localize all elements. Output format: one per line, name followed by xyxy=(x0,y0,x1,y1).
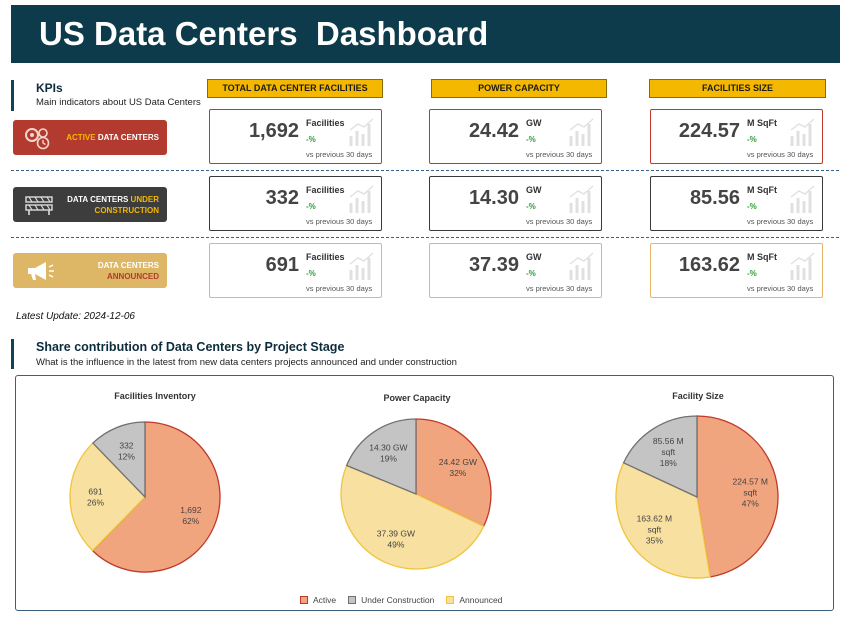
kpi-comparison: vs previous 30 days xyxy=(526,150,593,159)
kpi-card-size: 85.56 M SqFt -% vs previous 30 days xyxy=(650,176,823,231)
kpi-unit: GW xyxy=(526,185,542,195)
badge-active-highlight: ACTIVE xyxy=(66,133,96,142)
kpi-card-size: 163.62 M SqFt -% vs previous 30 days xyxy=(650,243,823,298)
section-accent-bar xyxy=(11,80,14,111)
trend-icon xyxy=(349,118,374,146)
badge-under-line2: CONSTRUCTION xyxy=(94,206,159,215)
kpi-card-power: 14.30 GW -% vs previous 30 days xyxy=(429,176,602,231)
badge-active-rest: DATA CENTERS xyxy=(95,133,159,142)
kpi-value: 332 xyxy=(265,187,299,209)
megaphone-icon xyxy=(28,262,54,280)
kpi-value: 163.62 xyxy=(678,254,740,276)
row-separator xyxy=(11,237,839,238)
trend-icon xyxy=(790,118,815,146)
legend-swatch xyxy=(300,596,308,604)
kpi-value: 1,692 xyxy=(248,120,299,142)
kpi-change: -% xyxy=(306,269,316,278)
trend-icon xyxy=(790,252,815,280)
kpi-change: -% xyxy=(747,135,757,144)
kpi-unit: M SqFt xyxy=(747,185,777,195)
legend-label: Announced xyxy=(459,595,503,605)
kpi-comparison: vs previous 30 days xyxy=(526,217,593,226)
badge-announced-line2: ANNOUNCED xyxy=(107,272,159,281)
kpi-unit: Facilities xyxy=(306,185,345,195)
kpi-unit: Facilities xyxy=(306,252,345,262)
kpi-change: -% xyxy=(306,135,316,144)
kpi-change: -% xyxy=(526,135,536,144)
kpi-card-facilities: 1,692 Facilities -% vs previous 30 days xyxy=(209,109,382,164)
chart-title-size: Facility Size xyxy=(672,391,724,401)
trend-icon xyxy=(349,252,374,280)
kpi-change: -% xyxy=(526,269,536,278)
row-separator xyxy=(11,170,839,171)
kpi-card-size: 224.57 M SqFt -% vs previous 30 days xyxy=(650,109,823,164)
kpi-card-power: 24.42 GW -% vs previous 30 days xyxy=(429,109,602,164)
badge-announced-label: DATA CENTERS ANNOUNCED xyxy=(59,260,159,282)
kpi-unit: Facilities xyxy=(306,118,345,128)
trend-icon xyxy=(569,185,594,213)
badge-under-line1: DATA CENTERS xyxy=(67,195,131,204)
badge-announced-line1: DATA CENTERS xyxy=(97,261,159,270)
latest-update: Latest Update: 2024-12-06 xyxy=(16,311,135,322)
kpi-value: 37.39 xyxy=(468,254,519,276)
dashboard-header: US Data Centers Dashboard xyxy=(11,5,840,63)
kpi-change: -% xyxy=(306,202,316,211)
charts-panel xyxy=(15,375,834,611)
kpi-card-facilities: 332 Facilities -% vs previous 30 days xyxy=(209,176,382,231)
gears-clock-icon xyxy=(25,128,50,150)
kpi-comparison: vs previous 30 days xyxy=(747,284,814,293)
kpi-unit: M SqFt xyxy=(747,252,777,262)
legend-swatch xyxy=(446,596,455,604)
share-section-title: Share contribution of Data Centers by Pr… xyxy=(36,340,345,354)
share-section-subtitle: What is the influence in the latest from… xyxy=(36,357,457,368)
kpi-value: 224.57 xyxy=(678,120,740,142)
badge-active-label: ACTIVE DATA CENTERS xyxy=(59,132,159,143)
kpi-card-facilities: 691 Facilities -% vs previous 30 days xyxy=(209,243,382,298)
legend-item-active: Active xyxy=(300,595,336,605)
legend-label: Active xyxy=(313,595,337,605)
column-header-power: POWER CAPACITY xyxy=(431,79,607,98)
kpi-comparison: vs previous 30 days xyxy=(526,284,593,293)
badge-under-label: DATA CENTERS UNDER CONSTRUCTION xyxy=(59,194,159,216)
legend-item-announced: Announced xyxy=(446,595,502,605)
trend-icon xyxy=(349,185,374,213)
kpi-value: 85.56 xyxy=(689,187,740,209)
column-header-size: FACILITIES SIZE xyxy=(649,79,826,98)
chart-title-power: Power Capacity xyxy=(383,393,451,403)
kpi-unit: GW xyxy=(526,252,542,262)
column-header-facilities: TOTAL DATA CENTER FACILITIES xyxy=(207,79,383,98)
badge-active-data-centers: ACTIVE DATA CENTERS xyxy=(13,120,167,155)
kpi-value: 24.42 xyxy=(468,120,519,142)
kpi-comparison: vs previous 30 days xyxy=(747,150,814,159)
kpi-value: 14.30 xyxy=(468,187,519,209)
legend-label: Under Construction xyxy=(361,595,435,605)
legend-swatch xyxy=(348,596,357,604)
kpi-change: -% xyxy=(747,269,757,278)
chart-legend: Active Under Construction Announced xyxy=(300,595,502,605)
kpi-comparison: vs previous 30 days xyxy=(306,217,373,226)
trend-icon xyxy=(569,252,594,280)
badge-announced: DATA CENTERS ANNOUNCED xyxy=(13,253,167,288)
kpi-change: -% xyxy=(747,202,757,211)
kpi-comparison: vs previous 30 days xyxy=(306,284,373,293)
kpi-section-subtitle: Main indicators about US Data Centers xyxy=(36,97,201,108)
section-accent-bar xyxy=(11,339,14,369)
badge-under-highlight: UNDER xyxy=(130,195,159,204)
dashboard-title: US Data Centers Dashboard xyxy=(39,15,489,52)
kpi-value: 691 xyxy=(265,254,299,276)
kpi-comparison: vs previous 30 days xyxy=(306,150,373,159)
barrier-icon xyxy=(25,196,53,215)
kpi-change: -% xyxy=(526,202,536,211)
chart-title-facilities: Facilities Inventory xyxy=(114,391,196,401)
trend-icon xyxy=(790,185,815,213)
trend-icon xyxy=(569,118,594,146)
badge-under-construction: DATA CENTERS UNDER CONSTRUCTION xyxy=(13,187,167,222)
kpi-section-title: KPIs xyxy=(36,81,63,95)
kpi-card-power: 37.39 GW -% vs previous 30 days xyxy=(429,243,602,298)
kpi-comparison: vs previous 30 days xyxy=(747,217,814,226)
kpi-unit: M SqFt xyxy=(747,118,777,128)
legend-item-under: Under Construction xyxy=(348,595,434,605)
kpi-unit: GW xyxy=(526,118,542,128)
